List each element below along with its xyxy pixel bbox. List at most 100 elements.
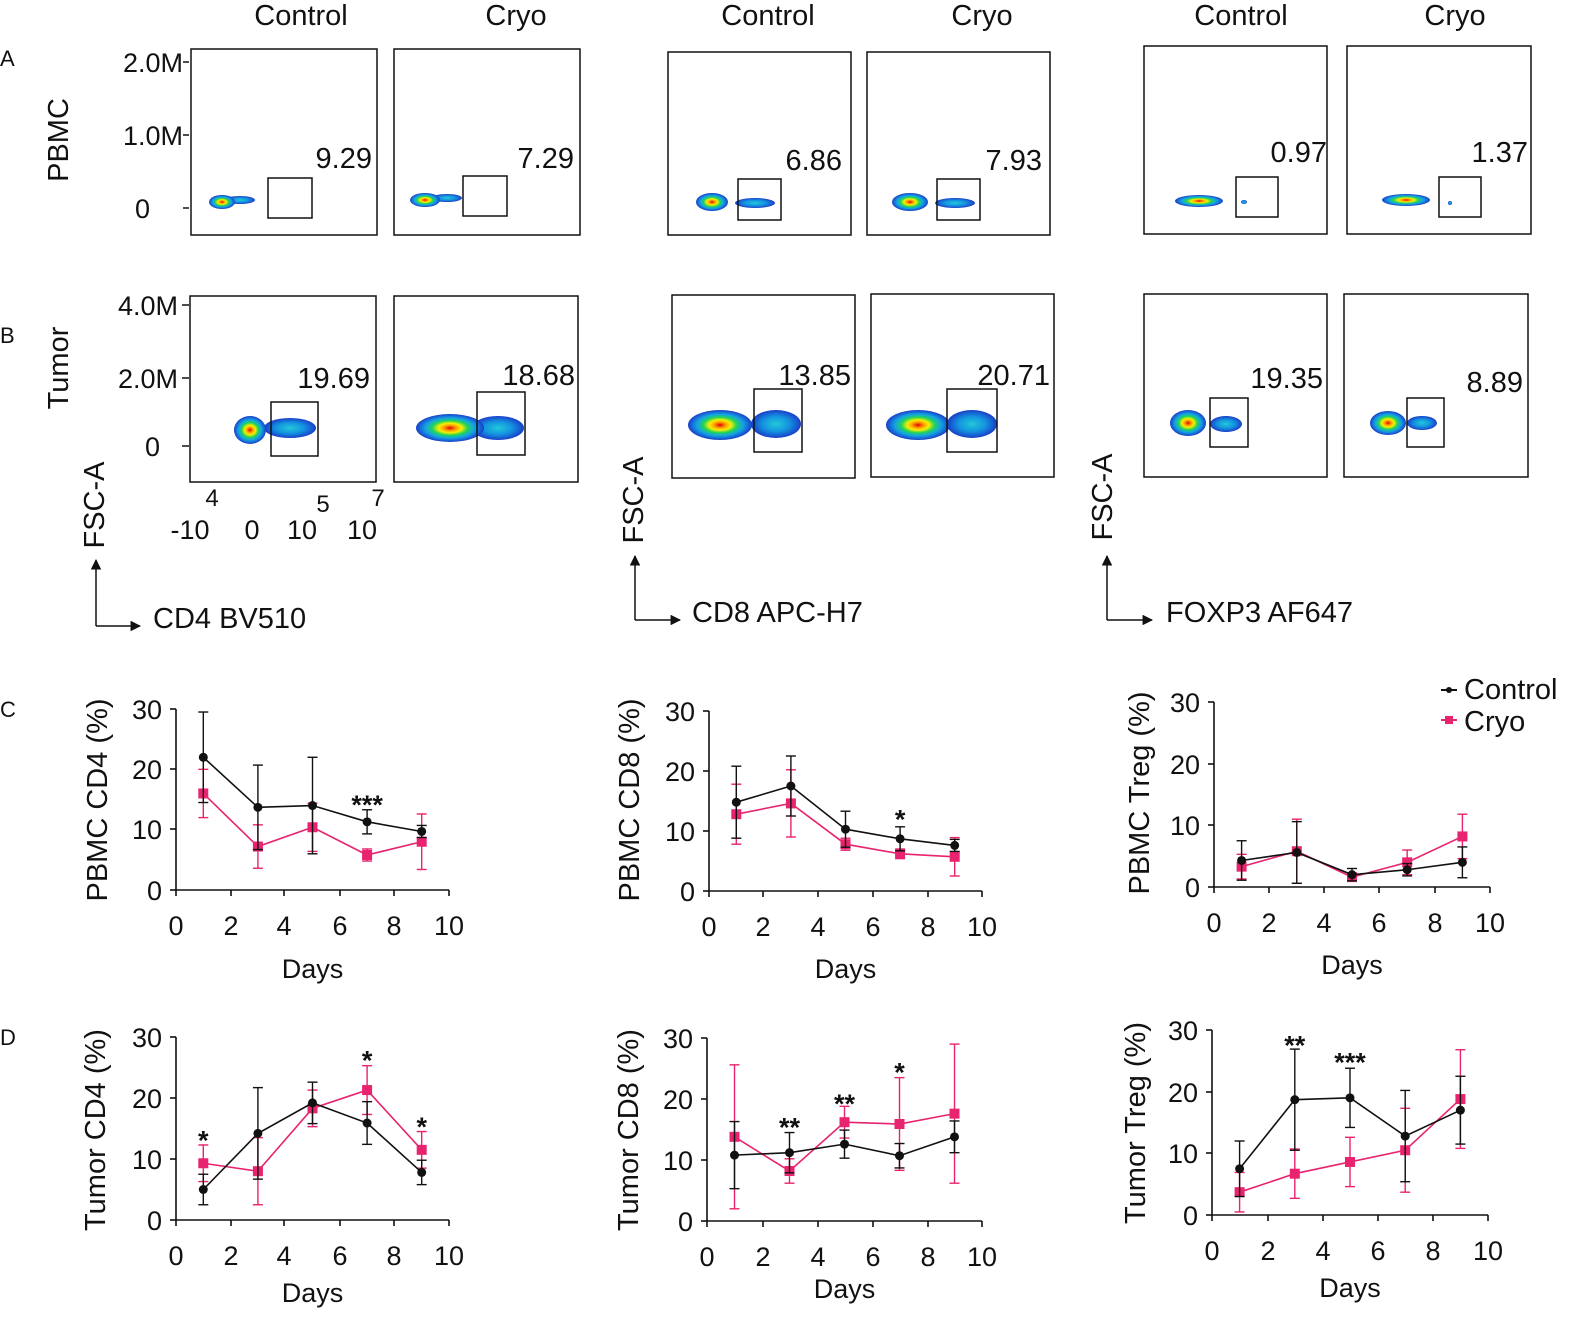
y-axis-label: PBMC Treg (%) bbox=[1124, 691, 1156, 894]
x-axis-label: Days bbox=[815, 954, 877, 984]
data-point-control bbox=[1347, 870, 1357, 880]
data-point-control bbox=[308, 801, 317, 811]
flow-gate-percentage: 8.89 bbox=[1467, 367, 1523, 399]
flow-plot-pbmc-cd4-cryo: 7.29 bbox=[393, 48, 581, 236]
flow-plot-tumor-cd4-control: 19.69 bbox=[189, 295, 377, 483]
significance-marker: *** bbox=[1334, 1048, 1366, 1078]
x-tick-label: 10 bbox=[434, 1241, 464, 1271]
significance-marker: ** bbox=[1284, 1030, 1306, 1060]
cd8-axis-indicator: FSC-A CD8 APC-H7 bbox=[618, 456, 863, 629]
flow-plot-pbmc-cd8-control: 6.86 bbox=[667, 51, 852, 236]
data-point-control bbox=[1290, 1095, 1300, 1105]
flow-population-main bbox=[1370, 411, 1406, 435]
marker-label-foxp3: FOXP3 AF647 bbox=[1166, 597, 1353, 629]
significance-marker: * bbox=[894, 1058, 905, 1088]
data-point-control bbox=[785, 1148, 794, 1158]
x-tick-label: 2 bbox=[755, 1242, 770, 1272]
data-point-control bbox=[253, 1128, 263, 1138]
data-point-control bbox=[840, 1139, 849, 1149]
flow-gate bbox=[1235, 176, 1279, 218]
x-tick-label: 6 bbox=[1371, 908, 1386, 938]
significance-marker: * bbox=[198, 1126, 209, 1156]
flow-gate-percentage: 9.29 bbox=[316, 143, 372, 175]
flow-plot-frame bbox=[393, 48, 581, 236]
data-point-control bbox=[841, 824, 850, 834]
flow-population-main bbox=[1170, 410, 1206, 436]
data-point-control bbox=[198, 752, 208, 762]
series-control bbox=[1236, 820, 1468, 884]
x-tick-label: 10 bbox=[434, 911, 464, 941]
x-tick-label: 4 bbox=[1315, 1236, 1330, 1266]
y-tick-label: 10 bbox=[665, 817, 695, 847]
y-tick-label: 30 bbox=[132, 1023, 162, 1053]
flow-gate-percentage: 19.35 bbox=[1250, 363, 1323, 395]
y-tick-label: 20 bbox=[132, 755, 162, 785]
panel-letter-a: A bbox=[0, 46, 15, 71]
x-tick-label: 10 bbox=[967, 912, 997, 942]
flow-gate bbox=[1438, 176, 1482, 218]
flow-x-axis: 4 5 7 -10 0 10 10 bbox=[170, 485, 384, 545]
data-point-control bbox=[1402, 865, 1412, 875]
flow-plot-frame bbox=[189, 295, 377, 483]
data-point-control bbox=[895, 1151, 904, 1161]
flow-population-tail bbox=[735, 198, 775, 208]
y-tick-label: 30 bbox=[132, 695, 162, 725]
x-tick-label: 10 bbox=[1475, 908, 1505, 938]
header-cd8-cryo: Cryo bbox=[951, 0, 1012, 32]
legend: Control Cryo bbox=[1441, 674, 1558, 738]
x-tick-label: 8 bbox=[1427, 908, 1442, 938]
x-tick-label: 8 bbox=[386, 911, 401, 941]
significance-marker: * bbox=[416, 1112, 427, 1142]
significance-marker: ** bbox=[779, 1113, 801, 1143]
data-point-cryo bbox=[198, 1158, 209, 1169]
y-tick-label: 10 bbox=[132, 1145, 162, 1175]
flow-gate bbox=[267, 177, 313, 219]
header-foxp3-cryo: Cryo bbox=[1424, 0, 1485, 32]
x-axis-label: Days bbox=[1321, 950, 1383, 980]
legend-control-label: Control bbox=[1464, 674, 1558, 706]
flow-population-main bbox=[416, 414, 484, 442]
data-point-cryo bbox=[1289, 1168, 1300, 1179]
flow-x-exponent: 5 bbox=[316, 491, 329, 518]
marker-label-cd4: CD4 BV510 bbox=[153, 603, 306, 635]
x-tick-label: 0 bbox=[701, 912, 716, 942]
flow-gate bbox=[753, 388, 803, 453]
y-tick-label: 20 bbox=[663, 1085, 693, 1115]
foxp3-axis-indicator: FSC-A FOXP3 AF647 bbox=[1087, 453, 1353, 629]
panel-letter-b: B bbox=[0, 323, 15, 348]
y-tick-label: 0 bbox=[678, 1207, 693, 1237]
legend-control-marker bbox=[1446, 687, 1452, 693]
panel-letter-d: D bbox=[0, 1025, 16, 1050]
flow-population-tail bbox=[1448, 201, 1452, 205]
y-axis-label: PBMC CD4 (%) bbox=[82, 698, 114, 901]
flow-population-tail bbox=[1210, 416, 1242, 432]
y-tick-label: 0 bbox=[1185, 873, 1200, 903]
flow-population-tail bbox=[1407, 416, 1437, 430]
x-axis-label: Days bbox=[814, 1274, 876, 1304]
data-point-control bbox=[362, 1118, 372, 1128]
y-axis-label: Tumor CD8 (%) bbox=[613, 1029, 645, 1231]
data-point-cryo bbox=[416, 1144, 427, 1155]
y-tick-label: 0 bbox=[1183, 1201, 1198, 1231]
data-point-control bbox=[1345, 1093, 1355, 1103]
flow-plot-pbmc-foxp3-cryo: 1.37 bbox=[1346, 45, 1532, 235]
data-point-control bbox=[198, 1185, 208, 1194]
flow-gate-percentage: 13.85 bbox=[778, 360, 851, 392]
data-point-control bbox=[1235, 1164, 1245, 1174]
data-point-control bbox=[1455, 1105, 1465, 1115]
flow-gate bbox=[476, 391, 526, 456]
x-tick-label: 0 bbox=[699, 1242, 714, 1272]
x-tick-label: 6 bbox=[1370, 1236, 1385, 1266]
flow-population-tail bbox=[472, 416, 524, 440]
x-axis-label: Days bbox=[282, 954, 344, 984]
flow-population-main bbox=[410, 193, 440, 207]
row-label-pbmc: PBMC bbox=[43, 98, 75, 182]
series-control bbox=[731, 755, 960, 853]
flow-gate bbox=[936, 178, 981, 221]
flow-plot-frame bbox=[870, 293, 1055, 478]
data-point-control bbox=[308, 1098, 317, 1108]
series-control bbox=[198, 711, 427, 855]
